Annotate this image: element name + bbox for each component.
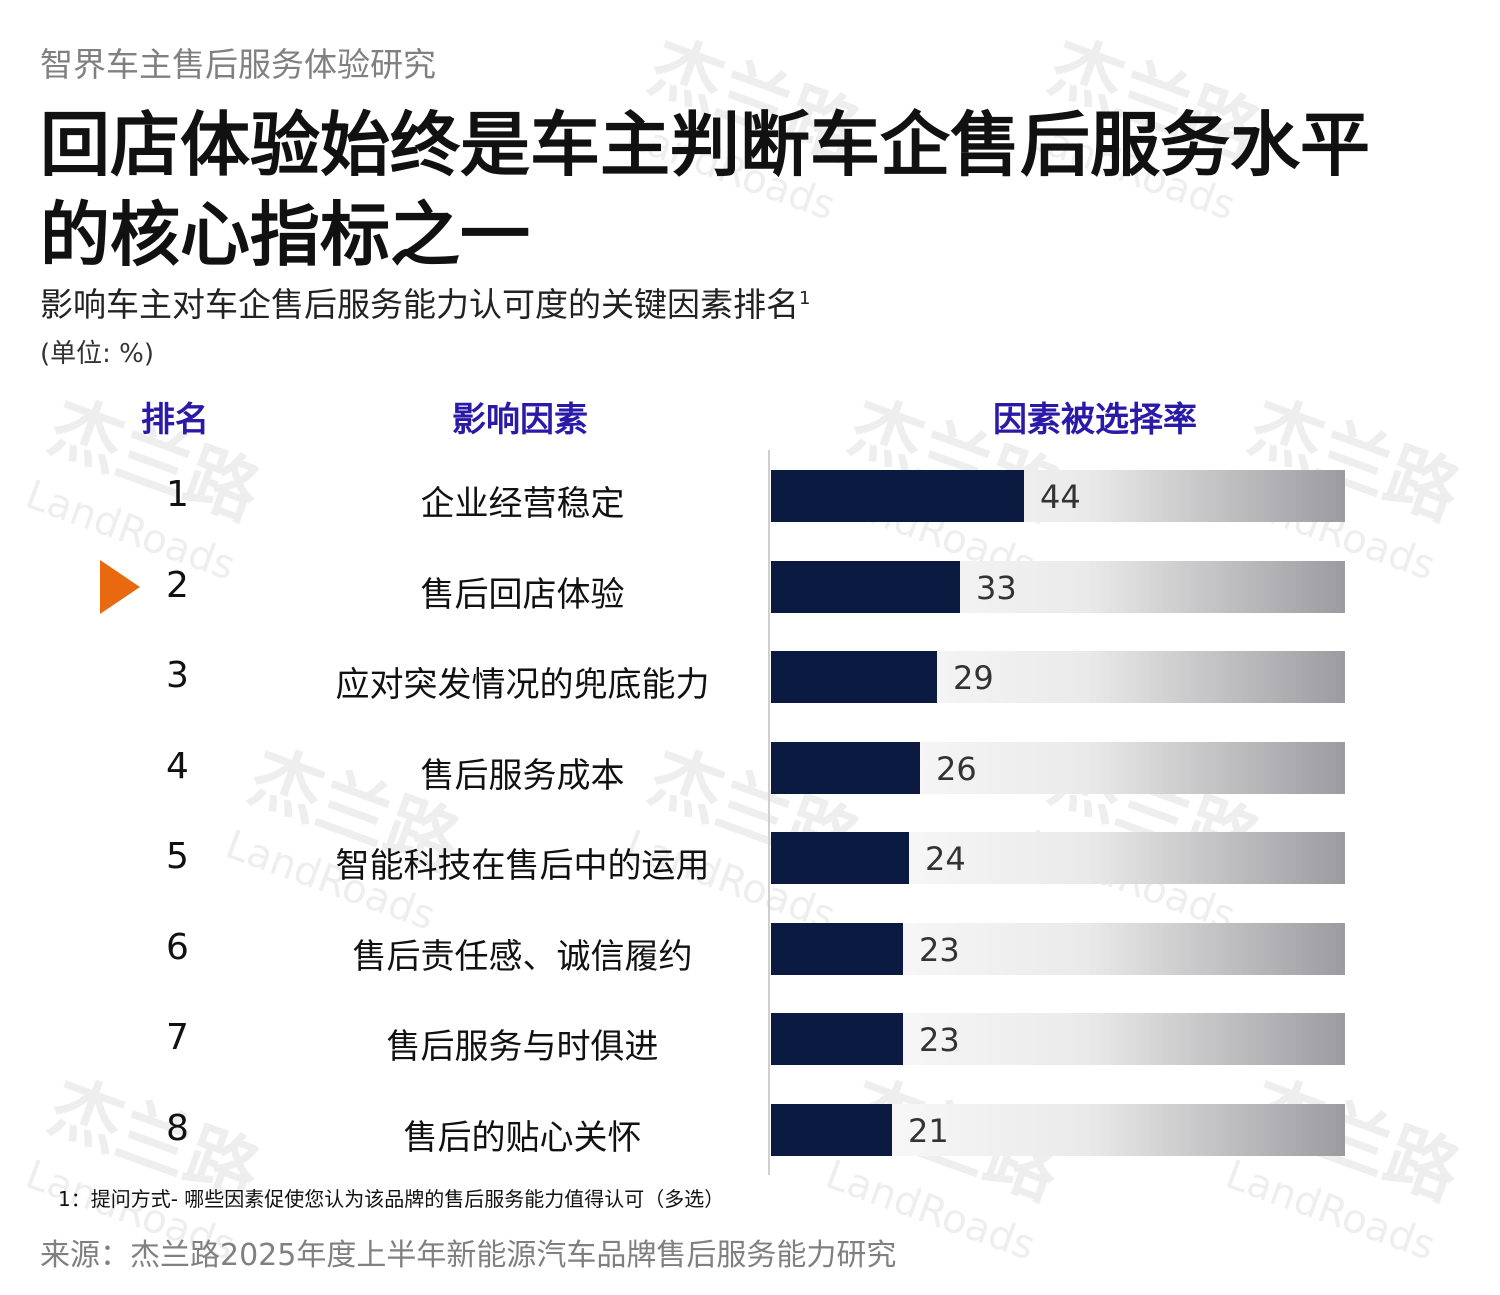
bar — [771, 470, 1024, 522]
column-header-rank: 排名 — [141, 400, 209, 440]
column-header-factor: 影响因素 — [452, 400, 588, 440]
rank-label: 5 — [166, 836, 189, 877]
factor-label: 售后回店体验 — [420, 574, 625, 615]
bar — [771, 741, 920, 794]
factor-label: 售后的贴心关怀 — [403, 1117, 642, 1158]
page-title: 回店体验始终是车主判断车企售后服务水平的核心指标之一 — [40, 104, 1370, 276]
rank-label: 6 — [166, 926, 189, 968]
factor-label: 应对突发情况的兜底能力 — [335, 665, 710, 705]
bar-value-label: 21 — [908, 1111, 949, 1150]
rank-label: 4 — [166, 745, 189, 787]
factor-label: 售后责任感、诚信履约 — [352, 936, 693, 977]
rank-label: 7 — [166, 1017, 189, 1058]
footnote: 1：提问方式- 哪些因素促使您认为该品牌的售后服务能力值得认可（多选） — [58, 1187, 725, 1211]
factor-label: 智能科技在售后中的运用 — [335, 846, 710, 886]
bar-value-label: 33 — [976, 568, 1017, 607]
axis-line — [768, 450, 770, 1175]
bar — [771, 922, 903, 975]
report-kicker: 智界车主售后服务体验研究 — [40, 45, 436, 84]
rank-label: 1 — [166, 474, 189, 515]
bar — [771, 1103, 892, 1156]
bar-value-label: 44 — [1040, 478, 1081, 516]
bar — [771, 560, 960, 613]
bar-value-label: 23 — [919, 930, 960, 969]
rank-label: 8 — [166, 1107, 189, 1149]
chart-subtitle: 影响车主对车企售后服务能力认可度的关键因素排名1 — [40, 278, 810, 326]
factor-label: 售后服务成本 — [420, 755, 625, 796]
rank-label: 3 — [166, 655, 189, 696]
rank-label: 2 — [166, 564, 189, 606]
bar — [771, 651, 937, 703]
factor-label: 售后服务与时俱进 — [386, 1027, 659, 1067]
highlight-marker-icon — [100, 559, 140, 614]
factor-label: 企业经营稳定 — [420, 484, 625, 524]
bar-value-label: 26 — [936, 749, 977, 788]
bar — [771, 832, 909, 884]
bar-value-label: 29 — [953, 659, 994, 697]
column-header-rate: 因素被选择率 — [993, 400, 1197, 440]
bar — [771, 1013, 903, 1065]
chart-subtitle-text: 影响车主对车企售后服务能力认可度的关键因素排名 — [40, 285, 799, 324]
footnote-ref: 1 — [799, 288, 811, 309]
source-note: 来源：杰兰路2025年度上半年新能源汽车品牌售后服务能力研究 — [40, 1238, 897, 1273]
bar-value-label: 24 — [925, 840, 966, 878]
bar-value-label: 23 — [919, 1021, 960, 1059]
unit-label: (单位: %) — [40, 339, 155, 369]
